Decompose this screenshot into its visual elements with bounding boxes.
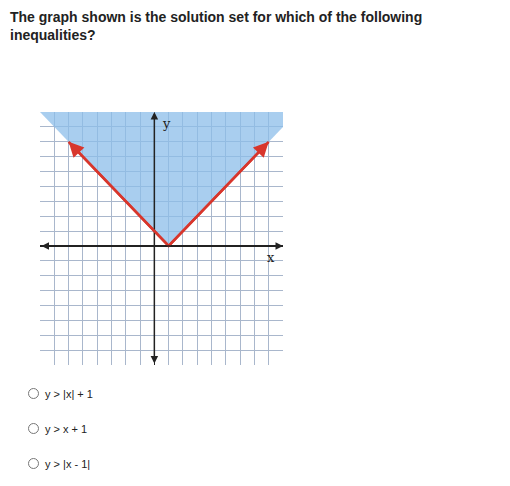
- svg-text:y: y: [162, 116, 171, 131]
- html-text:y > |x - 1|: y > |x - 1|: [45, 457, 91, 470]
- html-text:y > |x| + 1: y > |x| + 1: [45, 387, 93, 400]
- html-text:y > x + 1: y > x + 1: [45, 422, 88, 435]
- html-text:The graph shown is the solutio: The graph shown is the solution set for …: [10, 9, 423, 43]
- svg-text:x: x: [267, 250, 275, 265]
